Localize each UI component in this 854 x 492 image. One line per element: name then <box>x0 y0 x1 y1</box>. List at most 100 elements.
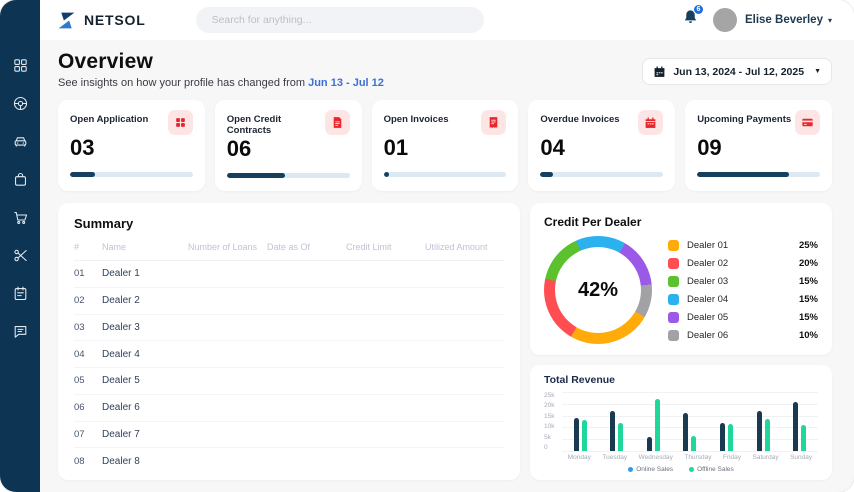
legend-swatch <box>668 329 679 341</box>
sidebar-item-shop[interactable] <box>11 208 29 226</box>
notifications-button[interactable]: 6 <box>682 4 704 31</box>
credit-card-icon <box>795 110 820 135</box>
date-range-label: Jun 13, 2024 - Jul 12, 2025 <box>673 65 805 78</box>
stat-card: Open Credit Contracts 06 <box>214 100 362 192</box>
legend-dot <box>628 467 634 472</box>
x-tick-label: Tuesday <box>602 454 628 461</box>
bar-group <box>683 392 697 451</box>
y-tick-label: 10k <box>544 423 555 431</box>
revenue-x-axis: Monday Tuesday Wednesday Thursday Friday Satu… <box>562 454 818 461</box>
column-header: Name <box>102 242 127 253</box>
user-name: Elise Beverley <box>744 14 823 26</box>
bar-group <box>646 392 660 451</box>
stat-label: Open Invoices <box>383 114 449 125</box>
legend-label: Dealer 05 <box>687 311 729 323</box>
column-header: Number of Loans <box>188 242 258 253</box>
summary-card: Summary # Name Number of Loans Date as Of Cr… <box>58 203 520 480</box>
table-row: 06 Dealer 6 <box>74 395 504 422</box>
summary-title: Summary <box>74 216 134 232</box>
chevron-down-icon: ▼ <box>814 68 821 75</box>
legend-value: 15% <box>798 293 818 305</box>
dealer-name: Dealer 7 <box>102 428 140 440</box>
invoice-icon <box>481 110 507 135</box>
stat-label: Open Credit Contracts <box>226 114 282 136</box>
bar-group <box>793 392 807 451</box>
table-row: 02 Dealer 2 <box>74 288 504 315</box>
legend-item: Dealer 05 15% <box>668 311 818 323</box>
calendar-icon <box>654 66 665 77</box>
table-row: 07 Dealer 7 <box>74 422 504 449</box>
legend-swatch <box>668 275 679 287</box>
gridline <box>562 439 818 441</box>
stat-card: Upcoming Payments 09 <box>685 100 832 192</box>
y-tick-label: 20k <box>544 402 555 410</box>
brand-logo: NETSOL <box>56 10 146 31</box>
revenue-legend: Online Sales Offline Sales <box>544 466 818 473</box>
row-number: 05 <box>74 375 85 387</box>
bar <box>581 420 587 451</box>
bar <box>793 401 799 451</box>
x-tick-label: Saturday <box>752 454 779 461</box>
legend-swatch <box>668 293 679 305</box>
legend-item: Offline Sales <box>689 466 734 473</box>
dealer-name: Dealer 8 <box>102 455 140 467</box>
donut-legend: Dealer 01 25% Dealer 02 20% Dealer 03 15% Deal… <box>668 239 818 341</box>
user-menu[interactable]: Elise Beverley ▾ <box>712 8 832 32</box>
legend-value: 25% <box>798 239 818 251</box>
sidebar-item-vehicles[interactable] <box>11 132 29 150</box>
revenue-y-axis: 25k 20k 15k 10k 5k 0 <box>544 392 562 451</box>
stat-label: Open Application <box>70 114 149 125</box>
bag-icon <box>14 172 26 186</box>
sidebar-item-planner[interactable] <box>11 284 29 302</box>
bar <box>728 423 734 451</box>
top-header: NETSOL 6 Elise Beverley ▾ <box>40 0 854 40</box>
steering-wheel-icon <box>13 96 27 110</box>
dealer-name: Dealer 1 <box>102 268 140 280</box>
legend-swatch <box>668 239 679 251</box>
bar <box>764 419 770 451</box>
revenue-plot <box>562 392 818 452</box>
table-row: 05 Dealer 5 <box>74 368 504 395</box>
y-tick-label: 0 <box>544 443 548 451</box>
stat-card: Open Invoices 01 <box>371 100 519 192</box>
donut-chart-title: Credit Per Dealer <box>544 215 642 230</box>
table-row: 04 Dealer 4 <box>74 341 504 369</box>
sidebar-item-orders[interactable] <box>11 170 29 188</box>
stat-value: 04 <box>540 135 565 160</box>
sidebar-item-messages[interactable] <box>11 322 29 340</box>
bar <box>756 410 762 451</box>
chat-icon <box>14 325 26 338</box>
scissors-icon <box>13 249 27 261</box>
sidebar-item-dashboard[interactable] <box>11 56 29 74</box>
netsol-logo-icon <box>58 12 75 28</box>
calendar-icon <box>638 110 664 135</box>
revenue-chart-title: Total Revenue <box>544 374 615 387</box>
legend-value: 15% <box>798 275 818 287</box>
bar-group <box>756 392 770 451</box>
avatar <box>712 8 737 32</box>
bar-group <box>573 392 587 451</box>
notification-badge: 6 <box>692 4 704 15</box>
x-tick-label: Friday <box>722 454 742 461</box>
brand-name: NETSOL <box>84 12 146 28</box>
x-tick-label: Sunday <box>790 454 813 461</box>
contract-icon <box>324 110 350 135</box>
stat-progress-bar <box>697 172 820 178</box>
legend-item: Dealer 06 10% <box>668 329 818 341</box>
bar-group <box>610 392 624 451</box>
row-number: 08 <box>74 455 85 467</box>
sidebar-item-driving[interactable] <box>11 94 29 112</box>
row-number: 01 <box>74 268 85 280</box>
bar <box>691 435 697 451</box>
legend-label: Dealer 03 <box>687 275 729 287</box>
column-header: Utilized Amount <box>425 242 488 253</box>
date-range-picker[interactable]: Jun 13, 2024 - Jul 12, 2025 ▼ <box>642 58 832 85</box>
sidebar-item-services[interactable] <box>11 246 29 264</box>
row-number: 03 <box>74 321 85 333</box>
y-tick-label: 25k <box>544 392 555 400</box>
search-input[interactable] <box>195 7 484 33</box>
gridline <box>562 427 818 429</box>
table-row: 01 Dealer 1 <box>74 261 504 288</box>
bar <box>801 425 807 451</box>
